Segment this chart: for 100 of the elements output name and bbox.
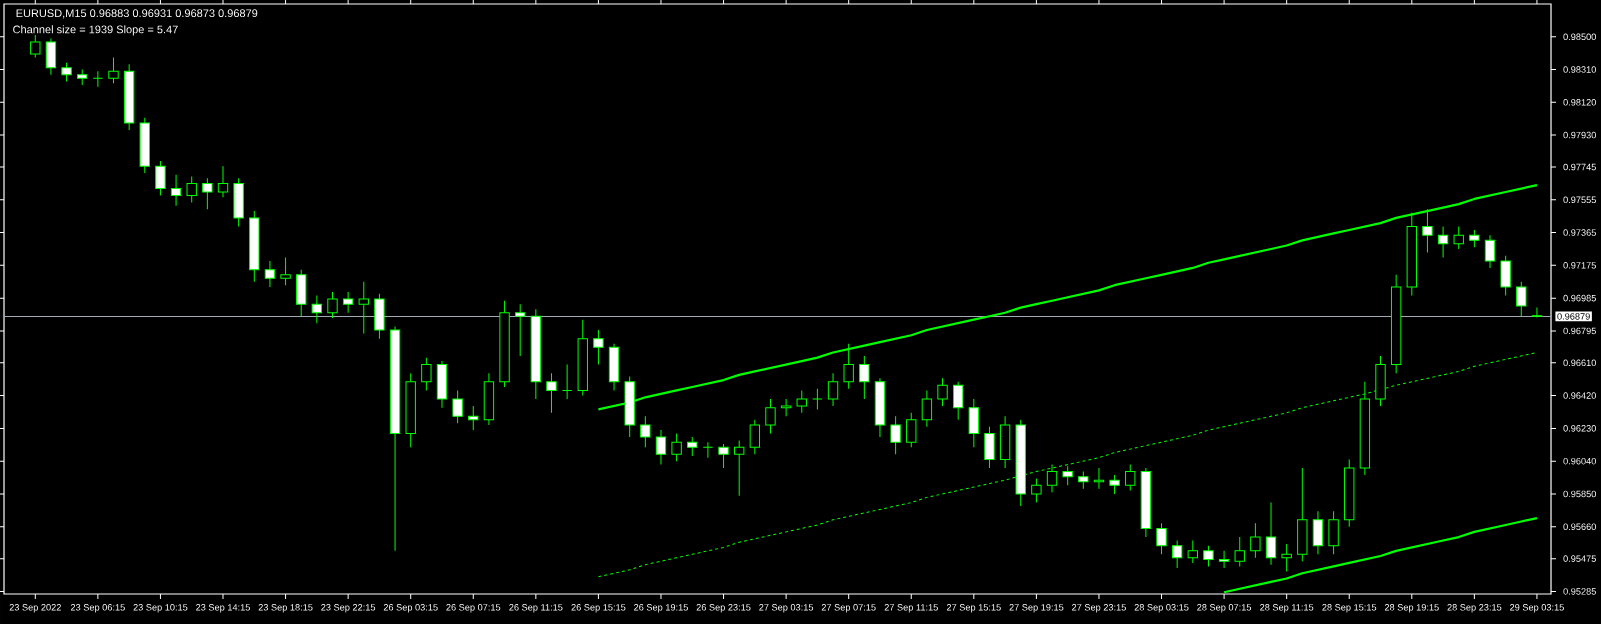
x-tick-label: 26 Sep 11:15	[509, 604, 563, 613]
candlestick	[671, 433, 682, 462]
x-tick-label: 27 Sep 07:15	[821, 604, 876, 613]
candlestick	[61, 62, 72, 83]
candlestick	[1250, 522, 1261, 559]
candlestick	[1109, 474, 1120, 495]
x-tick-label: 23 Sep 10:15	[133, 604, 188, 613]
candlestick	[812, 388, 823, 410]
candlestick	[780, 398, 792, 417]
candlestick	[1125, 464, 1136, 491]
y-tick-label: 0.96985	[1563, 294, 1596, 302]
x-tick-label: 27 Sep 03:15	[759, 604, 814, 613]
candlestick	[1171, 540, 1183, 569]
candlestick	[155, 160, 166, 196]
y-tick-label: 0.95285	[1563, 588, 1596, 595]
candlestick	[1265, 502, 1277, 566]
candlestick	[217, 165, 229, 198]
candlestick	[640, 415, 651, 448]
candlestick	[952, 381, 964, 421]
candlestick	[546, 372, 557, 414]
candlestick	[593, 329, 604, 366]
candlestick	[796, 389, 807, 414]
candlestick	[515, 303, 526, 357]
y-tick-label: 0.97365	[1563, 229, 1596, 236]
candlestick	[1437, 226, 1449, 259]
candlestick	[687, 436, 698, 457]
y-tick-label: 0.96420	[1563, 392, 1596, 399]
candlestick	[1531, 306, 1543, 318]
y-tick-label: 0.97175	[1563, 262, 1596, 269]
candlestick	[1218, 550, 1230, 569]
candlestick	[1187, 540, 1198, 564]
candlestick	[264, 260, 276, 288]
y-tick-label: 0.97930	[1563, 131, 1596, 139]
chart-title: EURUSD,M15 0.96883 0.96931 0.96873 0.96879	[16, 9, 258, 19]
candlestick	[655, 429, 667, 466]
y-tick-label: 0.98500	[1563, 33, 1596, 41]
x-tick-label: 28 Sep 23:15	[1447, 604, 1502, 613]
candlestick	[1281, 543, 1292, 573]
candlestick	[733, 439, 745, 497]
x-tick-label: 27 Sep 11:15	[884, 604, 938, 613]
candlestick	[765, 398, 776, 435]
y-tick-label: 0.95660	[1563, 523, 1596, 530]
candlestick	[937, 377, 948, 407]
x-tick-label: 26 Sep 03:15	[383, 604, 438, 613]
candlestick	[1422, 208, 1433, 253]
candlestick	[718, 443, 729, 469]
y-tick-label: 0.98120	[1563, 99, 1596, 106]
x-tick-label: 26 Sep 23:15	[696, 604, 751, 613]
x-tick-label: 27 Sep 23:15	[1072, 604, 1126, 613]
x-tick-label: 28 Sep 03:15	[1134, 604, 1189, 613]
candlestick	[92, 70, 104, 88]
candlestick	[311, 295, 323, 324]
candlestick	[358, 281, 369, 334]
candlestick	[1156, 522, 1167, 555]
y-tick-label: 0.96795	[1563, 327, 1596, 335]
x-tick-label: 27 Sep 19:15	[1009, 604, 1064, 613]
ref-line-label: 0.96879	[1557, 313, 1590, 320]
y-tick-label: 0.96230	[1563, 425, 1596, 432]
candlestick	[1453, 226, 1464, 250]
x-tick-label: 28 Sep 11:15	[1260, 604, 1314, 613]
y-tick-label: 0.95850	[1563, 490, 1596, 498]
y-tick-label: 0.97555	[1563, 196, 1596, 204]
x-tick-label: 23 Sep 06:15	[70, 604, 125, 613]
candlestick	[702, 441, 714, 459]
y-tick-label: 0.97745	[1563, 163, 1596, 171]
x-tick-label: 23 Sep 2022	[9, 604, 61, 613]
x-tick-label: 28 Sep 07:15	[1197, 604, 1252, 613]
y-tick-label: 0.98310	[1563, 66, 1596, 73]
candlestick	[561, 364, 573, 400]
x-tick-label: 23 Sep 22:15	[321, 604, 376, 613]
candlestick	[327, 291, 338, 319]
x-tick-label: 26 Sep 15:15	[571, 604, 626, 613]
candlestick	[1062, 465, 1073, 486]
text: Channel size = 1939 Slope = 5.47	[13, 25, 178, 36]
y-tick-label: 0.95475	[1563, 555, 1596, 562]
candlestick	[421, 357, 432, 391]
candlestick	[468, 405, 479, 431]
candlestick	[30, 34, 41, 58]
candlestick	[1046, 464, 1058, 493]
candlestick	[1203, 545, 1214, 567]
candlestick	[843, 343, 854, 390]
x-tick-label: 26 Sep 19:15	[634, 604, 688, 613]
x-tick-label: 29 Sep 03:15	[1510, 604, 1564, 613]
candlestick	[280, 257, 291, 286]
x-tick-label: 23 Sep 14:15	[196, 604, 250, 613]
candlestick	[906, 412, 917, 448]
candlestick	[1484, 234, 1496, 269]
candlestick	[890, 415, 901, 455]
y-tick-label: 0.96040	[1563, 457, 1596, 465]
x-tick-label: 26 Sep 07:15	[446, 604, 501, 613]
candlestick	[1516, 281, 1527, 317]
candlestick	[452, 389, 463, 424]
x-tick-label: 28 Sep 15:15	[1322, 604, 1377, 613]
x-tick-label: 23 Sep 18:15	[258, 604, 313, 613]
candlestick	[342, 291, 354, 314]
candlestick	[827, 372, 839, 407]
candlestick	[170, 174, 182, 207]
candlestick	[1234, 536, 1245, 567]
candlestick	[186, 176, 197, 203]
y-tick-label: 0.96610	[1563, 359, 1596, 367]
